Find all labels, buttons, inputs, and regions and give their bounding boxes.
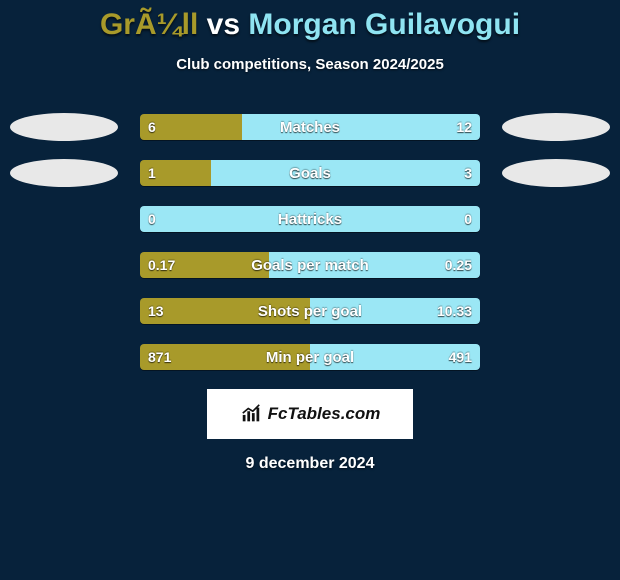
stat-value-left: 0.17 bbox=[140, 252, 183, 278]
subtitle: Club competitions, Season 2024/2025 bbox=[0, 56, 620, 73]
stat-value-left: 871 bbox=[140, 344, 179, 370]
stat-bar-right bbox=[140, 206, 480, 232]
vs-text: vs bbox=[198, 8, 248, 41]
stat-value-right: 3 bbox=[456, 160, 480, 186]
stat-bar: 00Hattricks bbox=[140, 206, 480, 232]
chart-icon bbox=[240, 403, 262, 425]
stat-row: 1310.33Shots per goal bbox=[10, 297, 610, 325]
stat-bar: 612Matches bbox=[140, 114, 480, 140]
stat-row: 13Goals bbox=[10, 159, 610, 187]
stat-row: 0.170.25Goals per match bbox=[10, 251, 610, 279]
player-right-marker bbox=[502, 113, 610, 141]
source-badge: FcTables.com bbox=[207, 389, 413, 439]
stat-value-right: 12 bbox=[448, 114, 480, 140]
comparison-chart: 612Matches13Goals00Hattricks0.170.25Goal… bbox=[0, 113, 620, 371]
stat-bar-right bbox=[242, 114, 480, 140]
player-left-name: GrÃ¼ll bbox=[100, 8, 198, 41]
stat-bar: 1310.33Shots per goal bbox=[140, 298, 480, 324]
player-right-name: Morgan Guilavogui bbox=[248, 8, 520, 41]
stat-value-right: 0 bbox=[456, 206, 480, 232]
stat-bar: 0.170.25Goals per match bbox=[140, 252, 480, 278]
stat-row: 871491Min per goal bbox=[10, 343, 610, 371]
player-left-marker bbox=[10, 113, 118, 141]
player-left-marker bbox=[10, 159, 118, 187]
stat-row: 612Matches bbox=[10, 113, 610, 141]
stat-value-left: 1 bbox=[140, 160, 164, 186]
stat-bar: 871491Min per goal bbox=[140, 344, 480, 370]
stat-value-right: 491 bbox=[441, 344, 480, 370]
stat-value-right: 0.25 bbox=[437, 252, 480, 278]
stat-value-left: 0 bbox=[140, 206, 164, 232]
player-right-marker bbox=[502, 159, 610, 187]
stat-value-left: 13 bbox=[140, 298, 172, 324]
stat-value-right: 10.33 bbox=[429, 298, 480, 324]
date-text: 9 december 2024 bbox=[0, 455, 620, 473]
source-badge-text: FcTables.com bbox=[268, 404, 381, 424]
stat-bar-right bbox=[211, 160, 480, 186]
stat-value-left: 6 bbox=[140, 114, 164, 140]
stat-row: 00Hattricks bbox=[10, 205, 610, 233]
stat-bar: 13Goals bbox=[140, 160, 480, 186]
page-title: GrÃ¼ll vs Morgan Guilavogui bbox=[0, 0, 620, 42]
